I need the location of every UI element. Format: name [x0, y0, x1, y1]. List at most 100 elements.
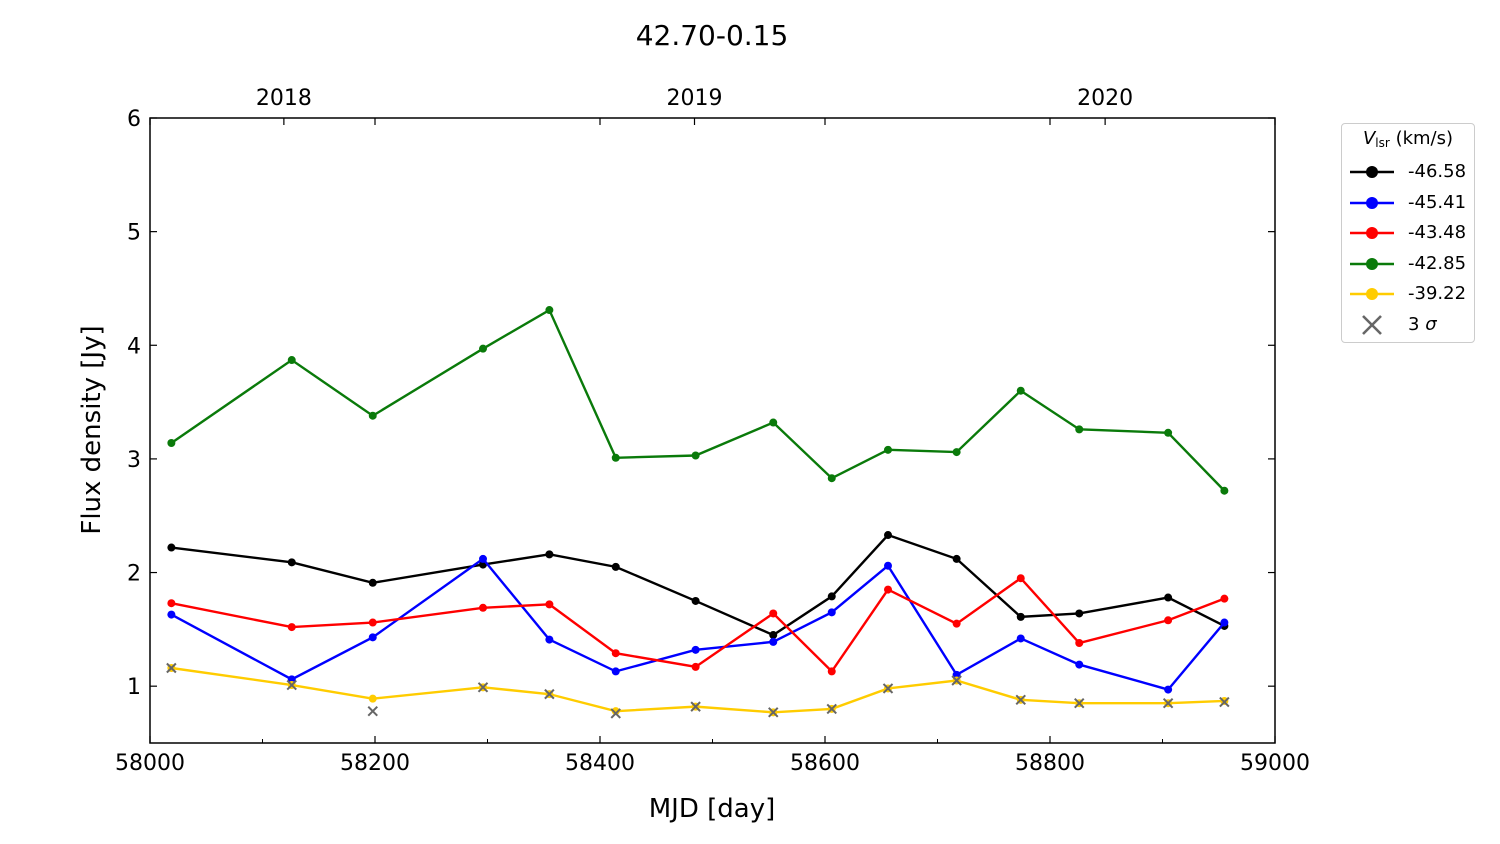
sigma-stroke: [1162, 698, 1174, 709]
data-point: [769, 418, 778, 427]
data-point: [884, 585, 892, 594]
y-tick-label: 2: [127, 562, 141, 587]
legend-item-sigma: 3 σ: [1348, 313, 1472, 337]
sigma-stroke: [882, 683, 894, 694]
data-point: [1164, 685, 1173, 694]
legend-swatch: [1350, 288, 1394, 300]
data-point: [1016, 386, 1025, 395]
x-tick-label: 58000: [115, 751, 185, 776]
sigma-marker: [1219, 696, 1230, 708]
sigma-marker: [367, 705, 378, 717]
sigma-stroke: [768, 707, 779, 718]
series-line: [171, 533, 1225, 637]
data-point: [952, 554, 961, 563]
data-point: [691, 645, 700, 654]
data-point: [827, 592, 836, 601]
y-tick-label: 1: [127, 675, 141, 700]
data-point: [952, 619, 961, 628]
data-point: [827, 474, 836, 483]
data-point: [611, 649, 620, 658]
sigma-stroke: [1074, 698, 1085, 709]
data-point: [479, 554, 487, 563]
sigma-stroke: [1015, 694, 1026, 706]
legend-label: -42.85: [1408, 252, 1467, 274]
data-point: [167, 599, 176, 608]
data-point: [1016, 634, 1025, 643]
data-point: [287, 558, 296, 567]
data-point: [691, 451, 700, 460]
data-point: [287, 623, 296, 632]
data-point: [1075, 639, 1084, 647]
sigma-marker: [477, 682, 489, 693]
data-point: [1164, 616, 1173, 625]
data-point: [1220, 486, 1229, 495]
series-line: [171, 576, 1225, 674]
x-tick-label: 58400: [565, 751, 635, 776]
sigma-marker: [286, 679, 297, 691]
data-point: [1016, 612, 1025, 621]
data-point: [611, 562, 620, 571]
sigma-stroke: [610, 708, 621, 719]
y-tick-label: 6: [127, 107, 141, 132]
data-point: [691, 596, 700, 605]
data-point: [1220, 618, 1229, 627]
data-point: [1075, 609, 1084, 618]
legend-swatch: [1350, 257, 1394, 270]
sigma-marker: [690, 701, 701, 712]
data-point: [167, 439, 176, 447]
legend-swatch: [1350, 227, 1394, 239]
data-point: [769, 631, 778, 640]
data-point: [368, 411, 377, 420]
sigma-marker: [544, 688, 555, 700]
sigma-marker: [826, 703, 837, 715]
data-point: [368, 618, 377, 627]
data-point: [545, 306, 554, 315]
x-tick-label: 58600: [790, 751, 860, 776]
data-point: [545, 600, 554, 609]
sigma-marker: [166, 662, 177, 674]
y-axis-label: Flux density [Jy]: [77, 325, 107, 534]
data-point: [545, 550, 554, 559]
x-axis-label: MJD [day]: [649, 794, 776, 824]
x-tick-label: 59000: [1240, 751, 1310, 776]
data-point: [167, 543, 176, 552]
sigma-cross-icon: [1362, 314, 1382, 335]
series-0: [167, 531, 1229, 640]
y-tick-label: 3: [127, 448, 141, 473]
data-point: [287, 675, 296, 684]
legend-label: -43.48: [1408, 222, 1467, 243]
data-point: [479, 344, 487, 353]
data-point: [545, 635, 554, 644]
y-tick-label: 4: [127, 334, 141, 359]
data-point: [287, 356, 296, 365]
axes-layer: 58000 58200 58400 58600 58800 59000 2018 2019 20…: [115, 86, 1310, 776]
data-point: [1164, 593, 1173, 602]
legend-title-unit: (km/s): [1395, 128, 1454, 149]
data-point: [884, 561, 892, 570]
data-point: [611, 667, 620, 676]
data-point: [827, 667, 836, 676]
data-point: [769, 637, 778, 646]
data-point: [691, 662, 700, 671]
legend-label: -46.58: [1408, 161, 1467, 182]
legend-label: 3 σ: [1408, 313, 1437, 335]
y-tick-label: 5: [127, 221, 141, 246]
data-point: [1164, 428, 1173, 437]
sigma-marker: [951, 675, 962, 686]
sigma-marker: [768, 707, 779, 718]
sigma-stroke: [544, 688, 555, 700]
sigma-symbol: σ: [1425, 313, 1437, 335]
sigma-stroke: [826, 703, 837, 715]
series-2: [167, 574, 1229, 676]
legend: Vlsr (km/s) -46.58 -45.41 -43.48 -42.85 -39.…: [1341, 123, 1475, 343]
data-point: [368, 578, 377, 587]
sigma-marker: [1074, 698, 1085, 709]
sigma-stroke: [1219, 696, 1230, 708]
legend-title-symbol: V: [1362, 128, 1376, 149]
sigma-marker: [1162, 698, 1174, 709]
sigma-stroke: [951, 675, 962, 686]
data-point: [827, 608, 836, 617]
year-tick-label: 2019: [667, 86, 723, 111]
sigma-stroke: [690, 701, 701, 712]
data-point: [479, 603, 487, 612]
